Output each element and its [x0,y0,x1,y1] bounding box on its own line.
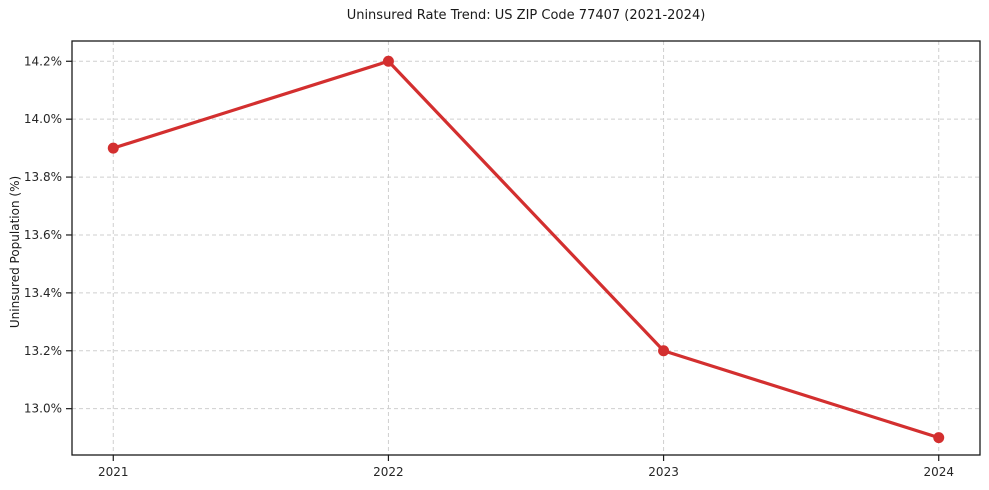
y-tick-label: 13.6% [24,228,62,242]
data-point-marker [933,432,945,444]
x-tick-label: 2021 [98,465,129,479]
y-tick-label: 13.4% [24,286,62,300]
x-tick-label: 2022 [373,465,404,479]
y-tick-label: 14.0% [24,112,62,126]
y-tick-label: 13.2% [24,344,62,358]
y-tick-label: 13.8% [24,170,62,184]
y-tick-label: 13.0% [24,402,62,416]
x-tick-label: 2024 [923,465,954,479]
trend-line [111,59,941,440]
plot-border [71,40,981,456]
x-tick-label: 2023 [648,465,679,479]
data-point-marker [658,345,670,357]
chart-title: Uninsured Rate Trend: US ZIP Code 77407 … [346,8,706,23]
data-point-marker [107,142,119,154]
data-point-marker [382,55,394,67]
y-tick-label: 14.2% [24,54,62,68]
